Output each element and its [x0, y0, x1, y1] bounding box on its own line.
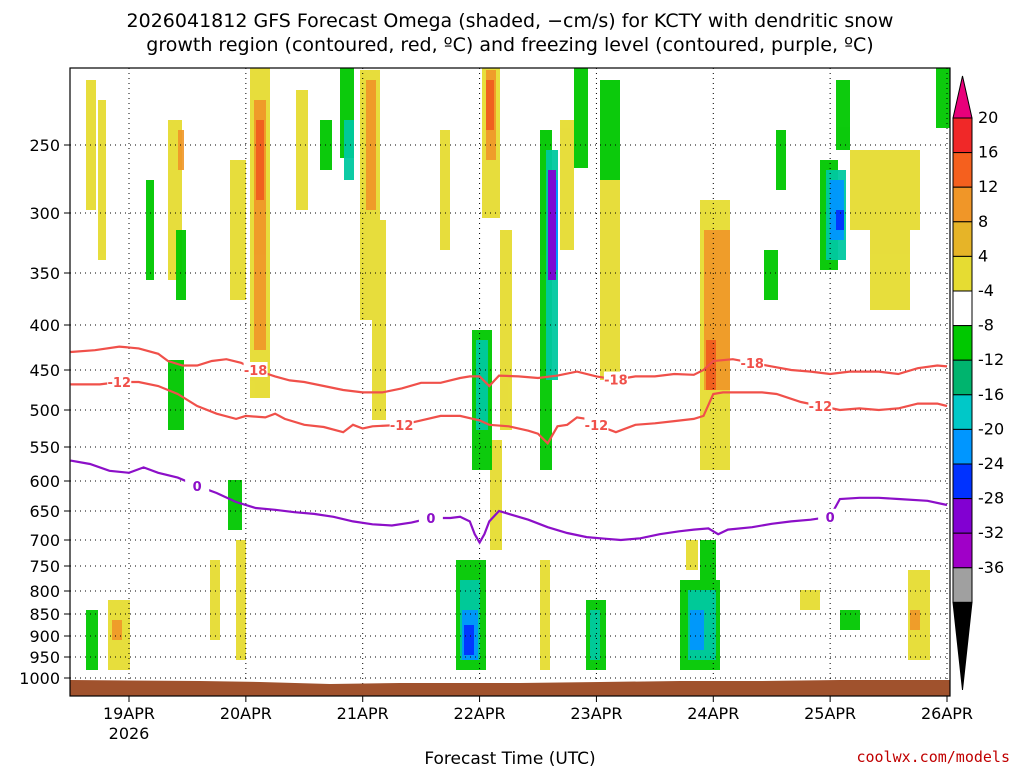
colorbar-label: -28 [978, 489, 1004, 508]
colorbar-swatch [952, 186, 973, 223]
contour-label: -18 [740, 357, 764, 372]
y-tick-label: 550 [29, 438, 60, 457]
contour-line [70, 345, 948, 394]
colorbar-label: -8 [978, 316, 994, 335]
plot-frame [69, 67, 951, 697]
colorbar-swatch [952, 255, 973, 292]
colorbar-swatch [952, 394, 973, 430]
contour-label-bg [818, 508, 843, 524]
colorbar-bottom-arrow [952, 601, 973, 691]
x-tick-label: 22APR [454, 704, 506, 723]
colorbar-label: 4 [978, 246, 988, 265]
y-tick-label: 950 [29, 648, 60, 667]
contour-label-bg [389, 416, 414, 432]
contour-label: -12 [390, 419, 414, 434]
contour-label: -12 [585, 419, 609, 434]
colorbar-label: -16 [978, 385, 1004, 404]
y-tick-label: 450 [29, 361, 60, 380]
chart-title-line-1: 2026041812 GFS Forecast Omega (shaded, −… [127, 10, 894, 32]
y-tick-label: 600 [29, 472, 60, 491]
colorbar-swatch [952, 567, 973, 603]
contour-label: -12 [809, 400, 833, 415]
colorbar-swatch [952, 290, 973, 327]
colorbar-label: -24 [978, 454, 1004, 473]
y-gridlines [70, 144, 950, 679]
colorbar-label: 20 [978, 108, 998, 127]
contour-label: -12 [108, 376, 132, 391]
colorbar-label: -12 [978, 350, 1004, 369]
contour-label-bg [107, 374, 132, 389]
y-tick-label: 800 [29, 582, 60, 601]
colorbar-swatch [952, 359, 973, 396]
colorbar-label: 16 [978, 143, 998, 162]
x-tick-label: 24APR [687, 704, 739, 723]
colorbar-top-arrow [952, 75, 973, 119]
contour-label: 0 [193, 480, 202, 495]
contour-line [70, 459, 948, 545]
y-axis: 250 300 350 400 450 500 550 600 650 700 750 800 850 9… [19, 136, 70, 688]
y-tick-label: 250 [29, 136, 60, 155]
colorbar-legend: 20 16 12 8 4 -4 -8 -12 -16 -20 -24 -28 -32 -36 [952, 75, 1004, 691]
y-tick-label: 900 [29, 627, 60, 646]
colorbar-swatch [952, 428, 973, 465]
y-tick-label: 400 [29, 316, 60, 335]
contour-label: 0 [426, 512, 435, 527]
x-tick-label: 19APR [103, 704, 155, 723]
colorbar-swatch [952, 117, 973, 154]
y-tick-label: 850 [29, 605, 60, 624]
y-tick-label: 350 [29, 264, 60, 283]
chart-title-line-2: growth region (contoured, red, ºC) and f… [146, 34, 873, 56]
contour-label-bg [603, 371, 628, 387]
terrain-ground [70, 680, 950, 696]
contour-label: 0 [826, 511, 835, 526]
colorbar-label: -4 [978, 281, 994, 300]
y-tick-label: 500 [29, 401, 60, 420]
x-axis-title: Forecast Time (UTC) [424, 749, 595, 768]
x-tick-label: 23APR [570, 704, 622, 723]
colorbar-swatch [952, 463, 973, 500]
colorbar-label: 12 [978, 177, 998, 196]
x-tick-label: 21APR [337, 704, 389, 723]
x-tick-label: 20APR [220, 704, 272, 723]
x-tick-label: 25APR [804, 704, 856, 723]
colorbar-label: -32 [978, 523, 1004, 542]
colorbar-label: -20 [978, 419, 1004, 438]
y-tick-label: 300 [29, 204, 60, 223]
colorbar-swatch [952, 532, 973, 569]
contour-label-bg [740, 354, 765, 370]
x-tick-label: 26APR [921, 704, 973, 723]
y-tick-label: 700 [29, 531, 60, 550]
colorbar-swatch [952, 498, 973, 534]
y-tick-label: 750 [29, 557, 60, 576]
colorbar-swatch [952, 325, 973, 361]
contour-lines: -18 -18 -18 -12 -12 -12 -12 0 0 0 [70, 345, 948, 545]
contour-line [70, 380, 948, 446]
site-credit: coolwx.com/models [856, 748, 1010, 766]
omega-shading [86, 68, 950, 670]
contour-label-bg [584, 416, 609, 432]
colorbar-label: 8 [978, 212, 988, 231]
y-tick-label: 650 [29, 502, 60, 521]
contour-label-bg [808, 398, 833, 413]
contour-label-bg [185, 477, 210, 493]
colorbar-swatch [952, 152, 973, 188]
contour-label-bg [243, 362, 268, 377]
contour-label: -18 [244, 364, 268, 379]
colorbar-swatch [952, 221, 973, 257]
x-tick-year-label: 2026 [109, 724, 150, 743]
contour-label: -18 [604, 374, 628, 389]
colorbar-label: -36 [978, 558, 1004, 577]
y-tick-label: 1000 [19, 669, 60, 688]
contour-label-bg [418, 509, 443, 525]
